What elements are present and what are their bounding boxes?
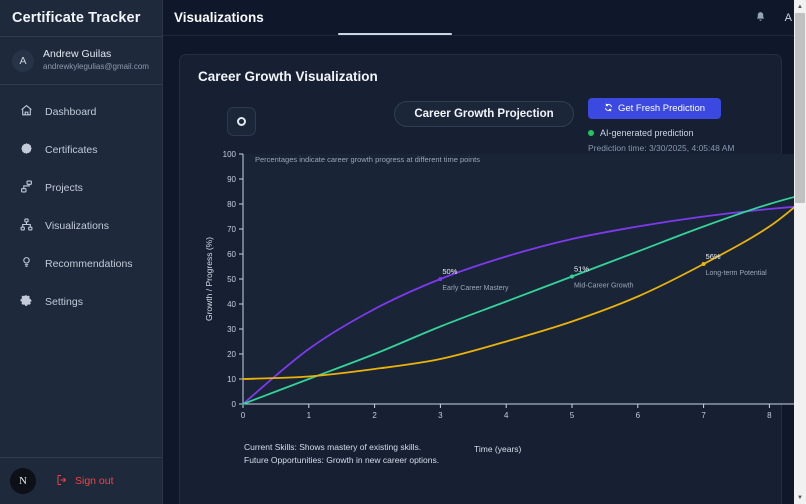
sign-out-label: Sign out bbox=[75, 475, 114, 487]
sidebar-user-row[interactable]: A Andrew Guilas andrewkylegulias@gmail.c… bbox=[0, 37, 162, 85]
chart-mode-pill[interactable]: Career Growth Projection bbox=[394, 101, 574, 128]
ring-shape bbox=[237, 117, 246, 127]
prediction-legend: AI-generated prediction bbox=[588, 128, 763, 138]
sidebar-item-settings[interactable]: Settings bbox=[0, 289, 162, 314]
sign-out-icon bbox=[56, 474, 68, 489]
brand-divider bbox=[0, 36, 162, 37]
career-growth-line-chart: 0102030405060708090100012345678910Growth… bbox=[204, 150, 806, 420]
sign-out-button[interactable]: Sign out bbox=[56, 474, 114, 489]
svg-text:51%: 51% bbox=[574, 265, 589, 274]
user-email: andrewkylegulias@gmail.com bbox=[43, 62, 149, 71]
user-name: Andrew Guilas bbox=[43, 48, 112, 60]
sidebar-item-visualizations[interactable]: Visualizations bbox=[0, 213, 162, 238]
svg-text:Percentages indicate career gr: Percentages indicate career growth progr… bbox=[255, 155, 480, 164]
svg-text:100: 100 bbox=[223, 150, 237, 159]
svg-text:Early Career Mastery: Early Career Mastery bbox=[442, 285, 509, 292]
sidebar-item-projects[interactable]: Projects bbox=[0, 175, 162, 200]
sidebar-item-label: Certificates bbox=[45, 143, 98, 156]
sidebar-item-label: Projects bbox=[45, 181, 83, 194]
svg-text:10: 10 bbox=[227, 375, 236, 384]
svg-text:50: 50 bbox=[227, 275, 236, 284]
prediction-time: Prediction time: 3/30/2025, 4:05:48 AM bbox=[588, 143, 735, 154]
visualizations-icon bbox=[20, 218, 33, 234]
get-fresh-prediction-label: Get Fresh Prediction bbox=[617, 103, 706, 115]
refresh-icon bbox=[604, 103, 613, 115]
svg-text:3: 3 bbox=[438, 411, 443, 420]
certificate-icon bbox=[20, 142, 33, 158]
svg-text:5: 5 bbox=[570, 411, 575, 420]
svg-text:20: 20 bbox=[227, 350, 236, 359]
sidebar-item-label: Settings bbox=[45, 295, 83, 308]
svg-text:56%: 56% bbox=[706, 252, 721, 261]
svg-text:60: 60 bbox=[227, 250, 236, 259]
svg-text:50%: 50% bbox=[442, 267, 457, 276]
prediction-panel: Get Fresh Prediction AI-generated predic… bbox=[588, 98, 763, 153]
card-title: Career Growth Visualization bbox=[198, 69, 378, 85]
sidebar-item-certificates[interactable]: Certificates bbox=[0, 137, 162, 162]
sidebar-item-label: Dashboard bbox=[45, 105, 97, 118]
home-icon bbox=[20, 104, 33, 120]
scroll-up-arrow-icon[interactable]: ▲ bbox=[794, 0, 806, 13]
sidebar-item-label: Recommendations bbox=[45, 257, 133, 270]
topbar-avatar[interactable]: A bbox=[784, 11, 792, 24]
svg-text:2: 2 bbox=[372, 411, 377, 420]
sidebar-item-recommendations[interactable]: Recommendations bbox=[0, 251, 162, 276]
svg-text:1: 1 bbox=[307, 411, 312, 420]
svg-text:0: 0 bbox=[241, 411, 246, 420]
svg-text:80: 80 bbox=[227, 200, 236, 209]
bell-icon[interactable] bbox=[754, 11, 767, 24]
footnote-current-skills: Current Skills: Shows mastery of existin… bbox=[244, 442, 422, 453]
svg-text:0: 0 bbox=[232, 400, 237, 409]
prediction-legend-label: AI-generated prediction bbox=[600, 128, 694, 139]
sidebar-item-label: Visualizations bbox=[45, 219, 110, 232]
projects-icon bbox=[20, 180, 33, 196]
topbar-divider bbox=[163, 35, 806, 37]
page-title: Visualizations bbox=[174, 10, 264, 26]
sidebar-item-dashboard[interactable]: Dashboard bbox=[0, 99, 162, 124]
active-tab-indicator bbox=[338, 32, 452, 36]
svg-text:Long-term Potential: Long-term Potential bbox=[706, 270, 768, 277]
svg-text:Mid-Career Growth: Mid-Career Growth bbox=[574, 283, 634, 290]
avatar: A bbox=[12, 49, 34, 72]
svg-text:70: 70 bbox=[227, 225, 236, 234]
visualization-card: Career Growth Visualization Career Growt… bbox=[179, 54, 806, 504]
topbar-actions: A bbox=[754, 11, 792, 24]
svg-text:7: 7 bbox=[701, 411, 706, 420]
footer-avatar: N bbox=[10, 468, 36, 494]
chart-header: Career Growth Projection Get Fresh Predi… bbox=[198, 98, 763, 153]
svg-text:8: 8 bbox=[767, 411, 772, 420]
sidebar-spacer bbox=[0, 314, 162, 457]
x-axis-label: Time (years) bbox=[474, 444, 522, 455]
scroll-down-arrow-icon[interactable]: ▼ bbox=[794, 491, 806, 504]
gear-icon bbox=[20, 294, 33, 310]
svg-text:4: 4 bbox=[504, 411, 509, 420]
topbar: Visualizations A bbox=[163, 0, 806, 36]
footnote-future-opportunities: Future Opportunities: Growth in new care… bbox=[244, 455, 440, 466]
recommendations-icon bbox=[20, 256, 33, 272]
main-area: Visualizations A Career Growth Visualiza… bbox=[163, 0, 806, 504]
get-fresh-prediction-button[interactable]: Get Fresh Prediction bbox=[588, 98, 721, 120]
svg-text:30: 30 bbox=[227, 325, 236, 334]
chart-plot-area: 0102030405060708090100012345678910Growth… bbox=[198, 142, 806, 472]
scrollbar-thumb[interactable] bbox=[795, 13, 805, 203]
content-area: Career Growth Visualization Career Growt… bbox=[163, 36, 806, 504]
svg-text:6: 6 bbox=[636, 411, 641, 420]
sidebar: Certificate Tracker A Andrew Guilas andr… bbox=[0, 0, 163, 504]
chart-footnotes: Current Skills: Shows mastery of existin… bbox=[244, 441, 439, 467]
circle-refresh-icon[interactable] bbox=[227, 107, 256, 137]
svg-text:Growth / Progress (%): Growth / Progress (%) bbox=[204, 237, 214, 321]
sidebar-nav: Dashboard Certificates Projects Visualiz… bbox=[0, 85, 162, 314]
sidebar-footer: N Sign out bbox=[0, 457, 162, 504]
legend-dot-icon bbox=[588, 130, 594, 137]
brand-title: Certificate Tracker bbox=[12, 10, 141, 26]
svg-text:90: 90 bbox=[227, 175, 236, 184]
page-scrollbar[interactable]: ▲ ▼ bbox=[794, 0, 806, 504]
svg-text:40: 40 bbox=[227, 300, 236, 309]
